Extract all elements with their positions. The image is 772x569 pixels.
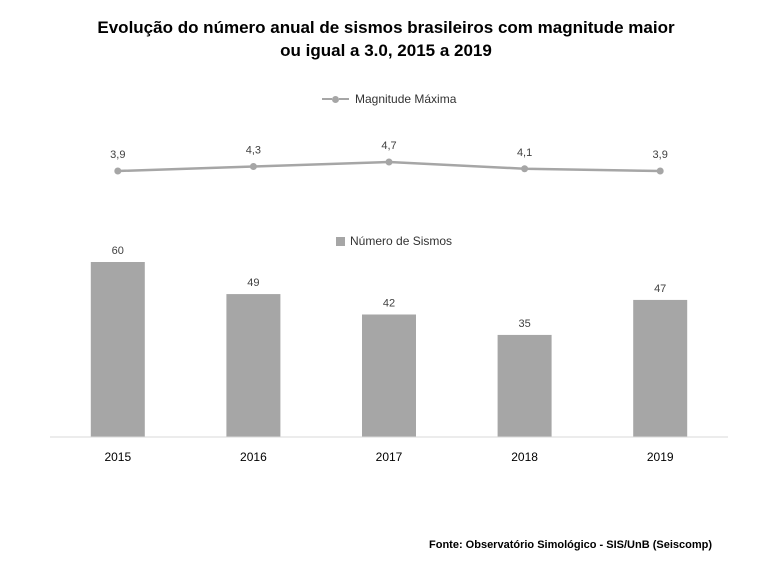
line-legend: Magnitude Máxima <box>322 92 456 106</box>
chart-title-line-2: ou igual a 3.0, 2015 a 2019 <box>280 41 492 60</box>
source-note: Fonte: Observatório Simológico - SIS/UnB… <box>429 539 712 551</box>
bar-value-label-2019: 47 <box>654 283 666 295</box>
chart-title-line-1: Evolução do número anual de sismos brasi… <box>97 18 675 37</box>
bar-value-label-2018: 35 <box>518 318 530 330</box>
bar-2017 <box>362 314 416 437</box>
bar-value-label-2017: 42 <box>383 298 395 310</box>
bar-legend-label: Número de Sismos <box>350 234 453 248</box>
magnitude-point-2015 <box>114 167 122 175</box>
bar-2018 <box>497 334 552 437</box>
magnitude-value-label-2016: 4,3 <box>246 145 261 157</box>
x-tick-label-2015: 2015 <box>104 450 131 464</box>
bar-value-label-2015: 60 <box>112 245 124 257</box>
magnitude-point-2019 <box>656 167 664 175</box>
bar-2019 <box>633 299 688 437</box>
magnitude-value-label-2018: 4,1 <box>517 147 532 159</box>
bar-value-label-2016: 49 <box>247 277 259 289</box>
magnitude-point-2017 <box>385 158 393 166</box>
chart-title: Evolução do número anual de sismos brasi… <box>0 16 772 62</box>
magnitude-value-label-2017: 4,7 <box>381 140 396 152</box>
x-tick-label-2017: 2017 <box>376 450 403 464</box>
magnitude-point-2016 <box>249 163 257 170</box>
bar-2016 <box>226 294 281 437</box>
bar-2015 <box>90 262 145 437</box>
magnitude-point-2018 <box>521 165 529 173</box>
line-legend-label: Magnitude Máxima <box>355 92 457 106</box>
bar-legend-swatch <box>336 236 345 246</box>
magnitude-value-label-2015: 3,9 <box>110 149 125 161</box>
x-tick-label-2018: 2018 <box>511 450 538 464</box>
magnitude-value-label-2019: 3,9 <box>653 149 668 161</box>
x-tick-label-2016: 2016 <box>240 450 267 464</box>
x-tick-label-2019: 2019 <box>647 450 674 464</box>
line-legend-marker <box>322 95 349 103</box>
bar-legend: Número de Sismos <box>336 234 452 248</box>
